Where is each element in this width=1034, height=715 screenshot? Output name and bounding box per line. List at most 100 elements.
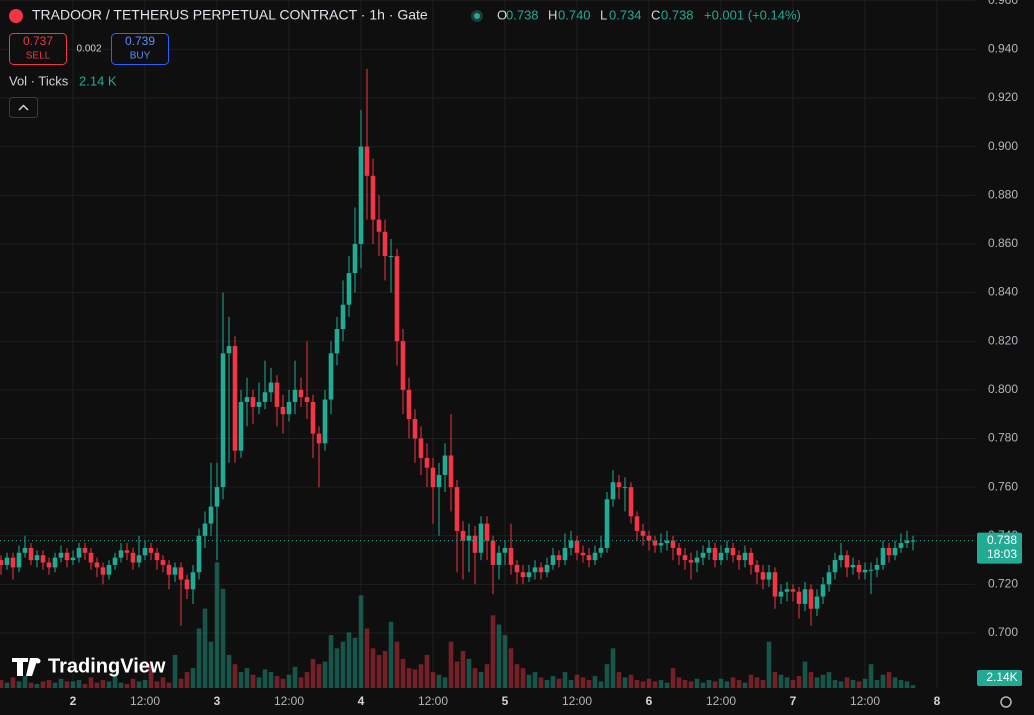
candle-body <box>646 535 652 541</box>
volume-bar <box>178 678 184 688</box>
candle-body <box>298 389 304 398</box>
y-tick-label: 0.780 <box>988 431 1018 445</box>
volume-bar <box>430 672 436 688</box>
volume-bar <box>670 668 676 688</box>
volume-bar <box>382 650 388 688</box>
volume-bar <box>556 678 562 688</box>
candle-body <box>814 596 820 609</box>
candle-body <box>376 219 382 232</box>
volume-bar <box>796 676 802 688</box>
volume-bar <box>0 680 4 688</box>
volume-bar <box>712 681 718 688</box>
volume-bar <box>424 654 430 688</box>
volume-bar <box>436 674 442 688</box>
overlay: TRADOOR / TETHERUS PERPETUAL CONTRACT · … <box>9 0 1022 708</box>
volume-bar <box>658 680 664 688</box>
buy-button[interactable] <box>111 33 169 65</box>
volume-bar <box>190 668 196 688</box>
volume-bar <box>70 681 76 688</box>
candle-body <box>340 304 346 330</box>
candle-body <box>598 547 604 553</box>
candle-body <box>832 560 838 573</box>
watermark: TradingView <box>48 655 166 677</box>
candle-body <box>52 557 58 568</box>
candle-body <box>316 433 322 444</box>
volume-bar <box>358 595 364 688</box>
volume-bar <box>904 681 910 688</box>
volume-bar <box>508 648 514 688</box>
candle-body <box>358 146 364 244</box>
candle-body <box>172 567 178 575</box>
volume-bar <box>40 681 46 688</box>
volume-bar <box>202 608 208 688</box>
x-tick-label: 6 <box>646 694 653 708</box>
candle-body <box>370 175 376 220</box>
volume-bar <box>706 680 712 688</box>
volume-bar <box>814 677 820 688</box>
candle-body <box>4 557 10 565</box>
volume-bar <box>310 658 316 688</box>
volume-bar <box>622 677 628 688</box>
candle-body <box>94 562 100 568</box>
volume-legend-value: 2.14 K <box>79 73 117 88</box>
candle-body <box>616 482 622 488</box>
candle-body <box>856 564 862 573</box>
volume-bar <box>850 680 856 688</box>
candle-body <box>592 552 598 561</box>
sell-button[interactable] <box>9 33 67 65</box>
candle-body <box>16 552 22 568</box>
volume-bar <box>610 648 616 688</box>
volume-bar <box>232 664 238 688</box>
volume-bar <box>220 588 226 688</box>
candle-body <box>232 346 238 451</box>
volume-bar <box>460 650 466 688</box>
candle-body <box>808 589 814 609</box>
change: +0.001 (+0.14%) <box>704 7 801 22</box>
volume-bar <box>730 677 736 688</box>
volume-bar <box>442 677 448 688</box>
volume-bar <box>718 678 724 688</box>
settings-icon[interactable] <box>1000 696 1012 708</box>
volume-bar <box>898 680 904 688</box>
volume-bar <box>532 672 538 688</box>
volume-bar <box>238 672 244 688</box>
volume-bar <box>214 562 220 688</box>
logo-dot <box>35 658 41 664</box>
volume-bar <box>562 672 568 688</box>
volume-bar <box>892 677 898 688</box>
candle-body <box>844 555 850 568</box>
plot-area <box>0 0 975 688</box>
candle-body <box>862 569 868 573</box>
volume-bar <box>292 666 298 688</box>
volume-bar <box>448 641 454 688</box>
volume-bar <box>640 681 646 688</box>
volume-bar <box>88 677 94 688</box>
y-tick-label: 0.880 <box>988 187 1018 201</box>
volume-bar <box>286 674 292 688</box>
candle-body <box>622 487 628 489</box>
sell-label: SELL <box>26 51 51 62</box>
candle-body <box>628 487 634 517</box>
spread: 0.002 <box>76 44 101 55</box>
volume-bar <box>484 664 490 688</box>
volume-bar <box>538 677 544 688</box>
candle-body <box>586 555 592 561</box>
volume-bar <box>688 681 694 688</box>
candle-body <box>220 353 226 488</box>
candle-body <box>730 547 736 556</box>
candle-body <box>412 419 418 439</box>
volume-bar <box>550 676 556 688</box>
volume-bar <box>634 680 640 688</box>
collapse-button[interactable] <box>9 97 38 118</box>
volume-bar <box>700 682 706 688</box>
volume-bar <box>868 664 874 688</box>
volume-bar <box>592 676 598 688</box>
candle-body <box>226 346 232 354</box>
candle-body <box>304 397 310 403</box>
volume-bar <box>154 681 160 688</box>
volume-bar <box>496 624 502 688</box>
candle-body <box>82 547 88 553</box>
y-tick-label: 0.860 <box>988 236 1018 250</box>
candle-body <box>208 506 214 524</box>
